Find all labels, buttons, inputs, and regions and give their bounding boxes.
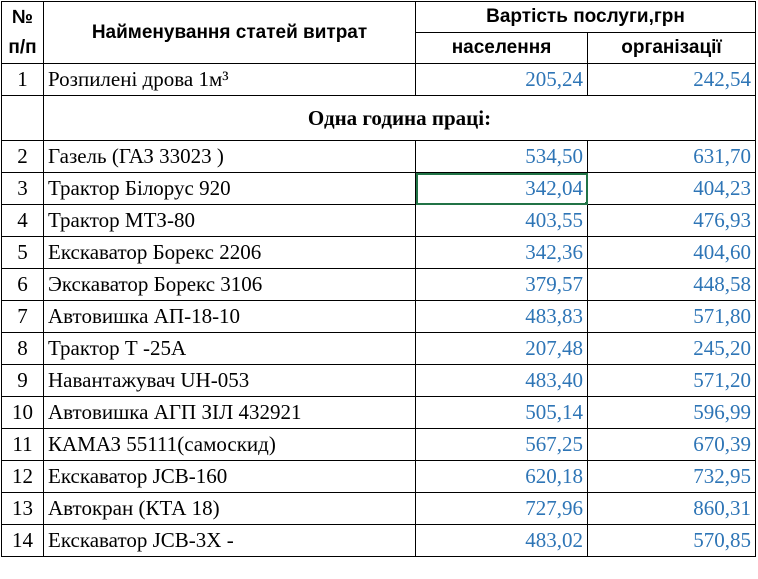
section-empty-cell[interactable]: [1, 95, 44, 141]
row-population[interactable]: 727,96: [415, 492, 588, 525]
row-number[interactable]: 14: [1, 524, 44, 557]
row-population[interactable]: 342,36: [415, 236, 588, 269]
row-number[interactable]: 12: [1, 460, 44, 493]
subheader-row: населення організації: [2, 32, 756, 64]
row-number[interactable]: 13: [1, 492, 44, 525]
row-number[interactable]: 2: [1, 140, 44, 173]
row-number[interactable]: 1: [1, 63, 44, 96]
row-population[interactable]: 483,83: [415, 300, 588, 333]
row-organizations[interactable]: 860,31: [587, 492, 756, 525]
row-name[interactable]: Трактор МТЗ-80: [43, 204, 416, 237]
table-row: 3 Трактор Білорус 920 342,04 404,23: [1, 172, 756, 205]
table-row: 11 КАМАЗ 55111(самоскид) 567,25 670,39: [1, 428, 756, 461]
row-organizations[interactable]: 404,23: [587, 172, 756, 205]
header-number-line1: №: [11, 6, 34, 28]
section-row: Одна година праці:: [1, 95, 756, 141]
row-name[interactable]: Газель (ГАЗ 33023 ): [43, 140, 416, 173]
row-number[interactable]: 7: [1, 300, 44, 333]
header-number: № п/п: [1, 1, 44, 64]
row-name[interactable]: Екскаватор Борекс 2206: [43, 236, 416, 269]
header-cost: Вартість послуги,грн: [415, 1, 756, 33]
row-population[interactable]: 620,18: [415, 460, 588, 493]
row-number[interactable]: 4: [1, 204, 44, 237]
row-number[interactable]: 9: [1, 364, 44, 397]
row-name[interactable]: Автовишка АП-18-10: [43, 300, 416, 333]
row-name[interactable]: Трактор Т -25А: [43, 332, 416, 365]
header-organizations: організації: [587, 32, 756, 64]
row-number[interactable]: 6: [1, 268, 44, 301]
row-organizations[interactable]: 570,85: [587, 524, 756, 557]
table-row: 14 Екскаватор JCB-3X -483,02 570,85: [1, 524, 756, 557]
row-population[interactable]: 505,14: [415, 396, 588, 429]
row-population[interactable]: 379,57: [415, 268, 588, 301]
row-number[interactable]: 5: [1, 236, 44, 269]
row-number[interactable]: 3: [1, 172, 44, 205]
row-name[interactable]: Екскаватор JCB-160: [43, 460, 416, 493]
row-population[interactable]: 483,02: [415, 524, 588, 557]
row-population[interactable]: 567,25: [415, 428, 588, 461]
row-name[interactable]: КАМАЗ 55111(самоскид): [43, 428, 416, 461]
row-organizations[interactable]: 448,58: [587, 268, 756, 301]
rows-body: 2 Газель (ГАЗ 33023 ) 534,50 631,70 3 Трактор…: [1, 140, 756, 557]
row-organizations[interactable]: 670,39: [587, 428, 756, 461]
table-row: 2 Газель (ГАЗ 33023 ) 534,50 631,70: [1, 140, 756, 173]
header-row: № п/п Найменування статей витрат Вартіст…: [1, 1, 756, 64]
table-row: 10 Автовишка АГП ЗІЛ 432921 505,14 596,99: [1, 396, 756, 429]
header-number-line2: п/п: [8, 36, 37, 58]
table-row: 8 Трактор Т -25А 207,48 245,20: [1, 332, 756, 365]
row-name[interactable]: Экскаватор Борекс 3106: [43, 268, 416, 301]
row-population[interactable]: 534,50: [415, 140, 588, 173]
table-row: 4 Трактор МТЗ-80 403,55 476,93: [1, 204, 756, 237]
table-row: 6 Экскаватор Борекс 3106 379,57 448,58: [1, 268, 756, 301]
table-row: 12 Екскаватор JCB-160 620,18 732,95: [1, 460, 756, 493]
row-name[interactable]: Розпилені дрова 1м³: [43, 63, 416, 96]
table-row: 5 Екскаватор Борекс 2206 342,36 404,60: [1, 236, 756, 269]
price-table: № п/п Найменування статей витрат Вартіст…: [1, 1, 756, 557]
row-organizations[interactable]: 242,54: [587, 63, 756, 96]
table-row: 9 Навантажувач UH-053 483,40 571,20: [1, 364, 756, 397]
row-organizations[interactable]: 404,60: [587, 236, 756, 269]
row-name[interactable]: Автокран (КТА 18): [43, 492, 416, 525]
row-population[interactable]: 483,40: [415, 364, 588, 397]
row-organizations[interactable]: 245,20: [587, 332, 756, 365]
row-organizations[interactable]: 596,99: [587, 396, 756, 429]
section-title[interactable]: Одна година праці:: [43, 95, 756, 141]
row-population[interactable]: 403,55: [415, 204, 588, 237]
row-population[interactable]: 207,48: [415, 332, 588, 365]
row-name[interactable]: Екскаватор JCB-3X -: [43, 524, 416, 557]
row-organizations[interactable]: 631,70: [587, 140, 756, 173]
row-name[interactable]: Навантажувач UH-053: [43, 364, 416, 397]
row-name[interactable]: Автовишка АГП ЗІЛ 432921: [43, 396, 416, 429]
row-organizations[interactable]: 571,80: [587, 300, 756, 333]
row-number[interactable]: 11: [1, 428, 44, 461]
row-number[interactable]: 10: [1, 396, 44, 429]
row-population[interactable]: 342,04: [415, 172, 588, 205]
row-organizations[interactable]: 732,95: [587, 460, 756, 493]
row-name[interactable]: Трактор Білорус 920: [43, 172, 416, 205]
row-organizations[interactable]: 571,20: [587, 364, 756, 397]
row-population[interactable]: 205,24: [415, 63, 588, 96]
table-row: 7 Автовишка АП-18-10 483,83 571,80: [1, 300, 756, 333]
table-row: 13 Автокран (КТА 18) 727,96 860,31: [1, 492, 756, 525]
row-number[interactable]: 8: [1, 332, 44, 365]
header-population: населення: [415, 32, 588, 64]
header-name: Найменування статей витрат: [43, 1, 416, 64]
row-organizations[interactable]: 476,93: [587, 204, 756, 237]
table-row: 1 Розпилені дрова 1м³ 205,24 242,54: [1, 63, 756, 96]
